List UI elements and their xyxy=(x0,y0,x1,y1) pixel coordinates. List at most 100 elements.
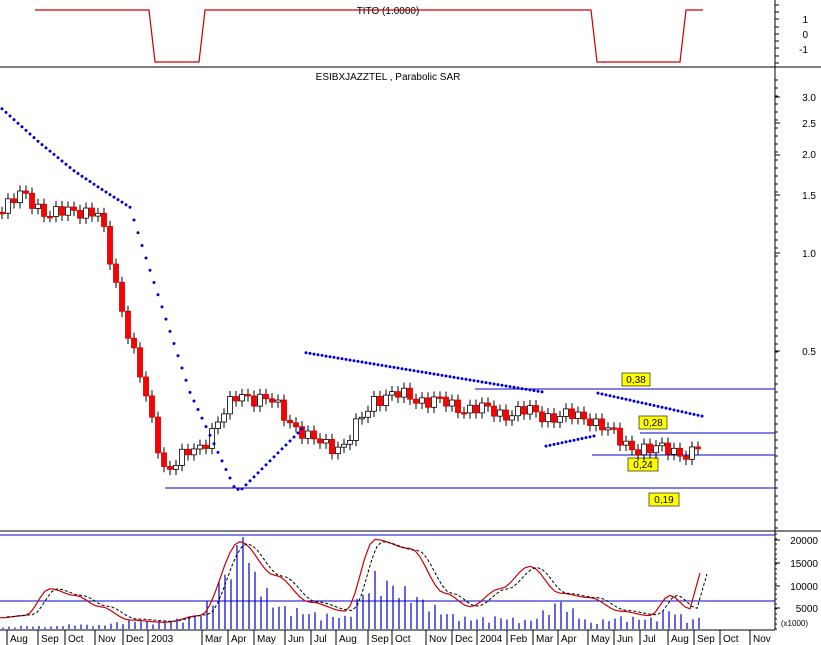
candle-body-down xyxy=(443,396,449,407)
sar-dot xyxy=(544,444,548,448)
candle xyxy=(599,413,605,436)
sar-dot xyxy=(552,442,556,446)
candle-body-down xyxy=(0,211,5,215)
sar-dot xyxy=(580,437,584,441)
candle xyxy=(59,201,65,221)
candle xyxy=(485,397,491,412)
candle xyxy=(467,399,473,419)
x-tick-label: Jun xyxy=(617,634,633,645)
candle xyxy=(647,438,653,459)
candle xyxy=(293,417,299,433)
sar-dot xyxy=(636,400,640,404)
sar-dot xyxy=(696,413,700,417)
sar-dot xyxy=(560,441,564,445)
candle xyxy=(83,202,89,225)
sar-dot xyxy=(452,375,456,379)
sar-dot xyxy=(236,487,240,491)
tito-series-line xyxy=(35,9,703,63)
candle-body-up xyxy=(353,418,359,441)
sar-dot xyxy=(672,408,676,412)
candle-body-down xyxy=(581,411,587,420)
candle xyxy=(587,413,593,432)
sar-dot xyxy=(224,467,228,471)
sar-dot xyxy=(416,369,420,373)
x-tick-label: Nov xyxy=(429,634,447,645)
candle-body-up xyxy=(383,394,389,406)
candle-body-down xyxy=(473,404,479,414)
candle xyxy=(323,433,329,449)
candle xyxy=(221,408,227,428)
sar-dot xyxy=(664,406,668,410)
candle-body-down xyxy=(647,443,653,454)
candle-body-down xyxy=(317,438,323,444)
candle-body-up xyxy=(497,409,503,417)
candle xyxy=(395,386,401,403)
candle xyxy=(623,435,629,451)
candle-body-down xyxy=(695,446,701,450)
sar-dot xyxy=(464,377,468,381)
level-label-024: 0,24 xyxy=(633,460,653,471)
sar-dot xyxy=(616,396,620,400)
candle xyxy=(95,207,101,222)
sar-dot xyxy=(64,162,68,166)
sar-dot xyxy=(404,367,408,371)
sar-dot xyxy=(540,390,544,394)
sar-dot xyxy=(208,433,212,437)
candle-body-up xyxy=(227,396,233,415)
sar-dot xyxy=(156,293,160,297)
x-tick-label: Aug xyxy=(671,634,689,645)
sar-dot xyxy=(340,357,344,361)
sar-dot xyxy=(652,404,656,408)
candle-body-down xyxy=(89,207,95,217)
sar-dot xyxy=(692,412,696,416)
sar-dot xyxy=(116,198,120,202)
sar-dot xyxy=(264,463,268,467)
sar-dot xyxy=(92,182,96,186)
candle xyxy=(473,399,479,419)
sar-dot xyxy=(248,479,252,483)
price-tick-label: 2.5 xyxy=(802,119,816,130)
candle-body-up xyxy=(527,405,533,415)
candle-body-down xyxy=(491,405,497,417)
candle-body-down xyxy=(533,405,539,413)
sar-dot xyxy=(40,143,44,147)
sar-dot xyxy=(332,355,336,359)
candle-body-down xyxy=(143,376,149,397)
candle-body-up xyxy=(671,447,677,455)
sar-dot xyxy=(104,190,108,194)
candle-body-up xyxy=(221,413,227,423)
parabolic-sar-dots xyxy=(0,107,704,491)
candle-body-down xyxy=(521,406,527,415)
price-tick-label: 3.0 xyxy=(802,93,816,104)
sar-dot xyxy=(320,353,324,357)
sar-dot xyxy=(408,368,412,372)
candle-body-down xyxy=(233,396,239,402)
sar-dot xyxy=(584,436,588,440)
candle-body-up xyxy=(389,391,395,396)
candle-body-down xyxy=(407,387,413,400)
candle xyxy=(617,422,623,451)
candle xyxy=(173,459,179,476)
sar-dot xyxy=(504,384,508,388)
volume-tick-label: 5000 xyxy=(796,604,819,615)
candle xyxy=(251,390,257,412)
x-tick-label: Apr xyxy=(561,634,577,645)
x-tick-label: Mar xyxy=(536,634,554,645)
level-label-bg xyxy=(627,457,659,472)
candle xyxy=(677,442,683,462)
candle-body-up xyxy=(623,440,629,446)
candle-body-down xyxy=(23,190,29,194)
candle-body-down xyxy=(599,418,605,431)
candle-body-up xyxy=(515,406,521,417)
candle-body-up xyxy=(641,443,647,456)
x-tick-label: Sep xyxy=(697,634,715,645)
candle xyxy=(389,386,395,401)
sar-dot xyxy=(124,203,128,207)
candle xyxy=(359,411,365,425)
candle-body-down xyxy=(551,413,557,423)
sar-dot xyxy=(368,361,372,365)
sar-dot xyxy=(468,378,472,382)
x-tick-label: Apr xyxy=(231,634,247,645)
candle-body-up xyxy=(689,446,695,460)
candle-body-up xyxy=(401,387,407,398)
